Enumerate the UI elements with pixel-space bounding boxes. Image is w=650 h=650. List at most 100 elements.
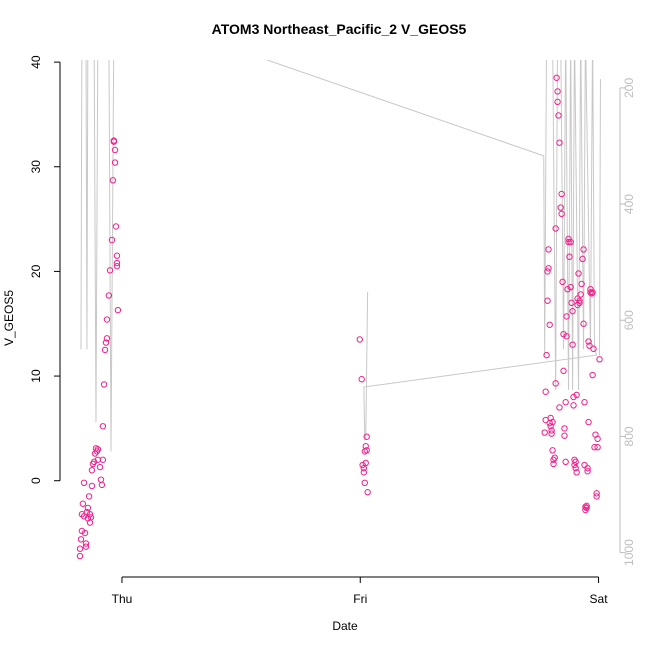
point xyxy=(563,313,570,320)
point xyxy=(567,283,574,291)
point xyxy=(593,490,600,497)
point xyxy=(591,444,598,451)
point xyxy=(549,418,556,426)
point xyxy=(545,265,552,272)
x-tick-label: Fri xyxy=(353,592,367,606)
point xyxy=(577,291,584,298)
point xyxy=(560,367,567,375)
point xyxy=(361,479,368,487)
point xyxy=(572,464,579,472)
point xyxy=(111,146,119,154)
point xyxy=(362,442,369,450)
point xyxy=(87,514,95,521)
point xyxy=(76,545,84,552)
point xyxy=(113,259,121,267)
point xyxy=(96,463,104,471)
point xyxy=(109,177,117,184)
point xyxy=(88,467,96,474)
y2-tick-label: 800 xyxy=(622,426,636,446)
point xyxy=(86,511,94,518)
point xyxy=(587,289,594,296)
point xyxy=(576,297,583,304)
point xyxy=(558,190,565,198)
point xyxy=(562,399,569,406)
point xyxy=(558,210,565,218)
point xyxy=(596,356,603,363)
x-tick-label: Thu xyxy=(112,592,133,606)
point xyxy=(585,418,592,426)
y-axis-label: V_GEOS5 xyxy=(2,290,16,346)
line xyxy=(80,60,601,452)
y-tick-label: 0 xyxy=(29,477,43,484)
point xyxy=(98,481,106,489)
chart-title: ATOM3 Northeast_Pacific_2 V_GEOS5 xyxy=(212,21,467,37)
plot-area xyxy=(76,60,603,560)
point xyxy=(576,299,583,307)
point xyxy=(112,223,120,230)
point xyxy=(81,529,89,537)
point xyxy=(580,320,587,327)
point xyxy=(551,454,558,461)
point xyxy=(543,351,550,359)
point xyxy=(100,381,108,388)
point xyxy=(103,335,111,342)
point xyxy=(111,159,119,166)
point xyxy=(99,423,107,430)
point xyxy=(82,543,90,550)
point xyxy=(113,252,121,259)
point xyxy=(541,429,548,436)
point xyxy=(364,489,371,496)
point xyxy=(82,540,90,547)
point xyxy=(557,204,564,211)
point xyxy=(363,447,370,454)
point xyxy=(568,299,575,307)
point xyxy=(554,88,561,95)
point xyxy=(94,446,102,453)
point xyxy=(569,341,576,348)
x-axis-label: Date xyxy=(332,619,358,633)
point xyxy=(556,404,563,411)
point xyxy=(79,500,87,507)
point xyxy=(586,342,593,349)
point xyxy=(583,504,590,512)
point xyxy=(561,425,568,432)
x-tick-label: Sat xyxy=(590,592,609,606)
point xyxy=(106,267,114,274)
y-tick-label: 30 xyxy=(29,160,43,174)
point xyxy=(569,307,576,315)
y2-tick-label: 200 xyxy=(622,78,636,98)
point xyxy=(561,432,568,439)
point xyxy=(563,333,570,340)
point xyxy=(594,435,601,443)
point xyxy=(356,336,363,343)
point xyxy=(102,339,110,346)
point xyxy=(546,321,553,328)
point xyxy=(362,459,369,467)
point xyxy=(559,278,566,286)
point xyxy=(584,464,591,472)
point xyxy=(589,289,596,296)
point xyxy=(550,460,557,468)
point xyxy=(579,255,586,263)
point xyxy=(358,376,365,383)
point xyxy=(544,297,551,304)
point xyxy=(554,98,561,106)
y-tick-label: 10 xyxy=(29,369,43,383)
point xyxy=(571,461,578,469)
point xyxy=(562,458,569,466)
point xyxy=(97,476,105,483)
point xyxy=(555,112,562,119)
point xyxy=(556,139,563,146)
y2-tick-label: 400 xyxy=(622,194,636,214)
point xyxy=(581,461,588,469)
point xyxy=(553,74,560,81)
point xyxy=(578,280,585,288)
point xyxy=(99,456,107,463)
point xyxy=(108,236,116,244)
point xyxy=(101,346,109,354)
point xyxy=(589,371,596,379)
point xyxy=(552,380,559,387)
point xyxy=(85,493,93,500)
point xyxy=(110,138,118,145)
